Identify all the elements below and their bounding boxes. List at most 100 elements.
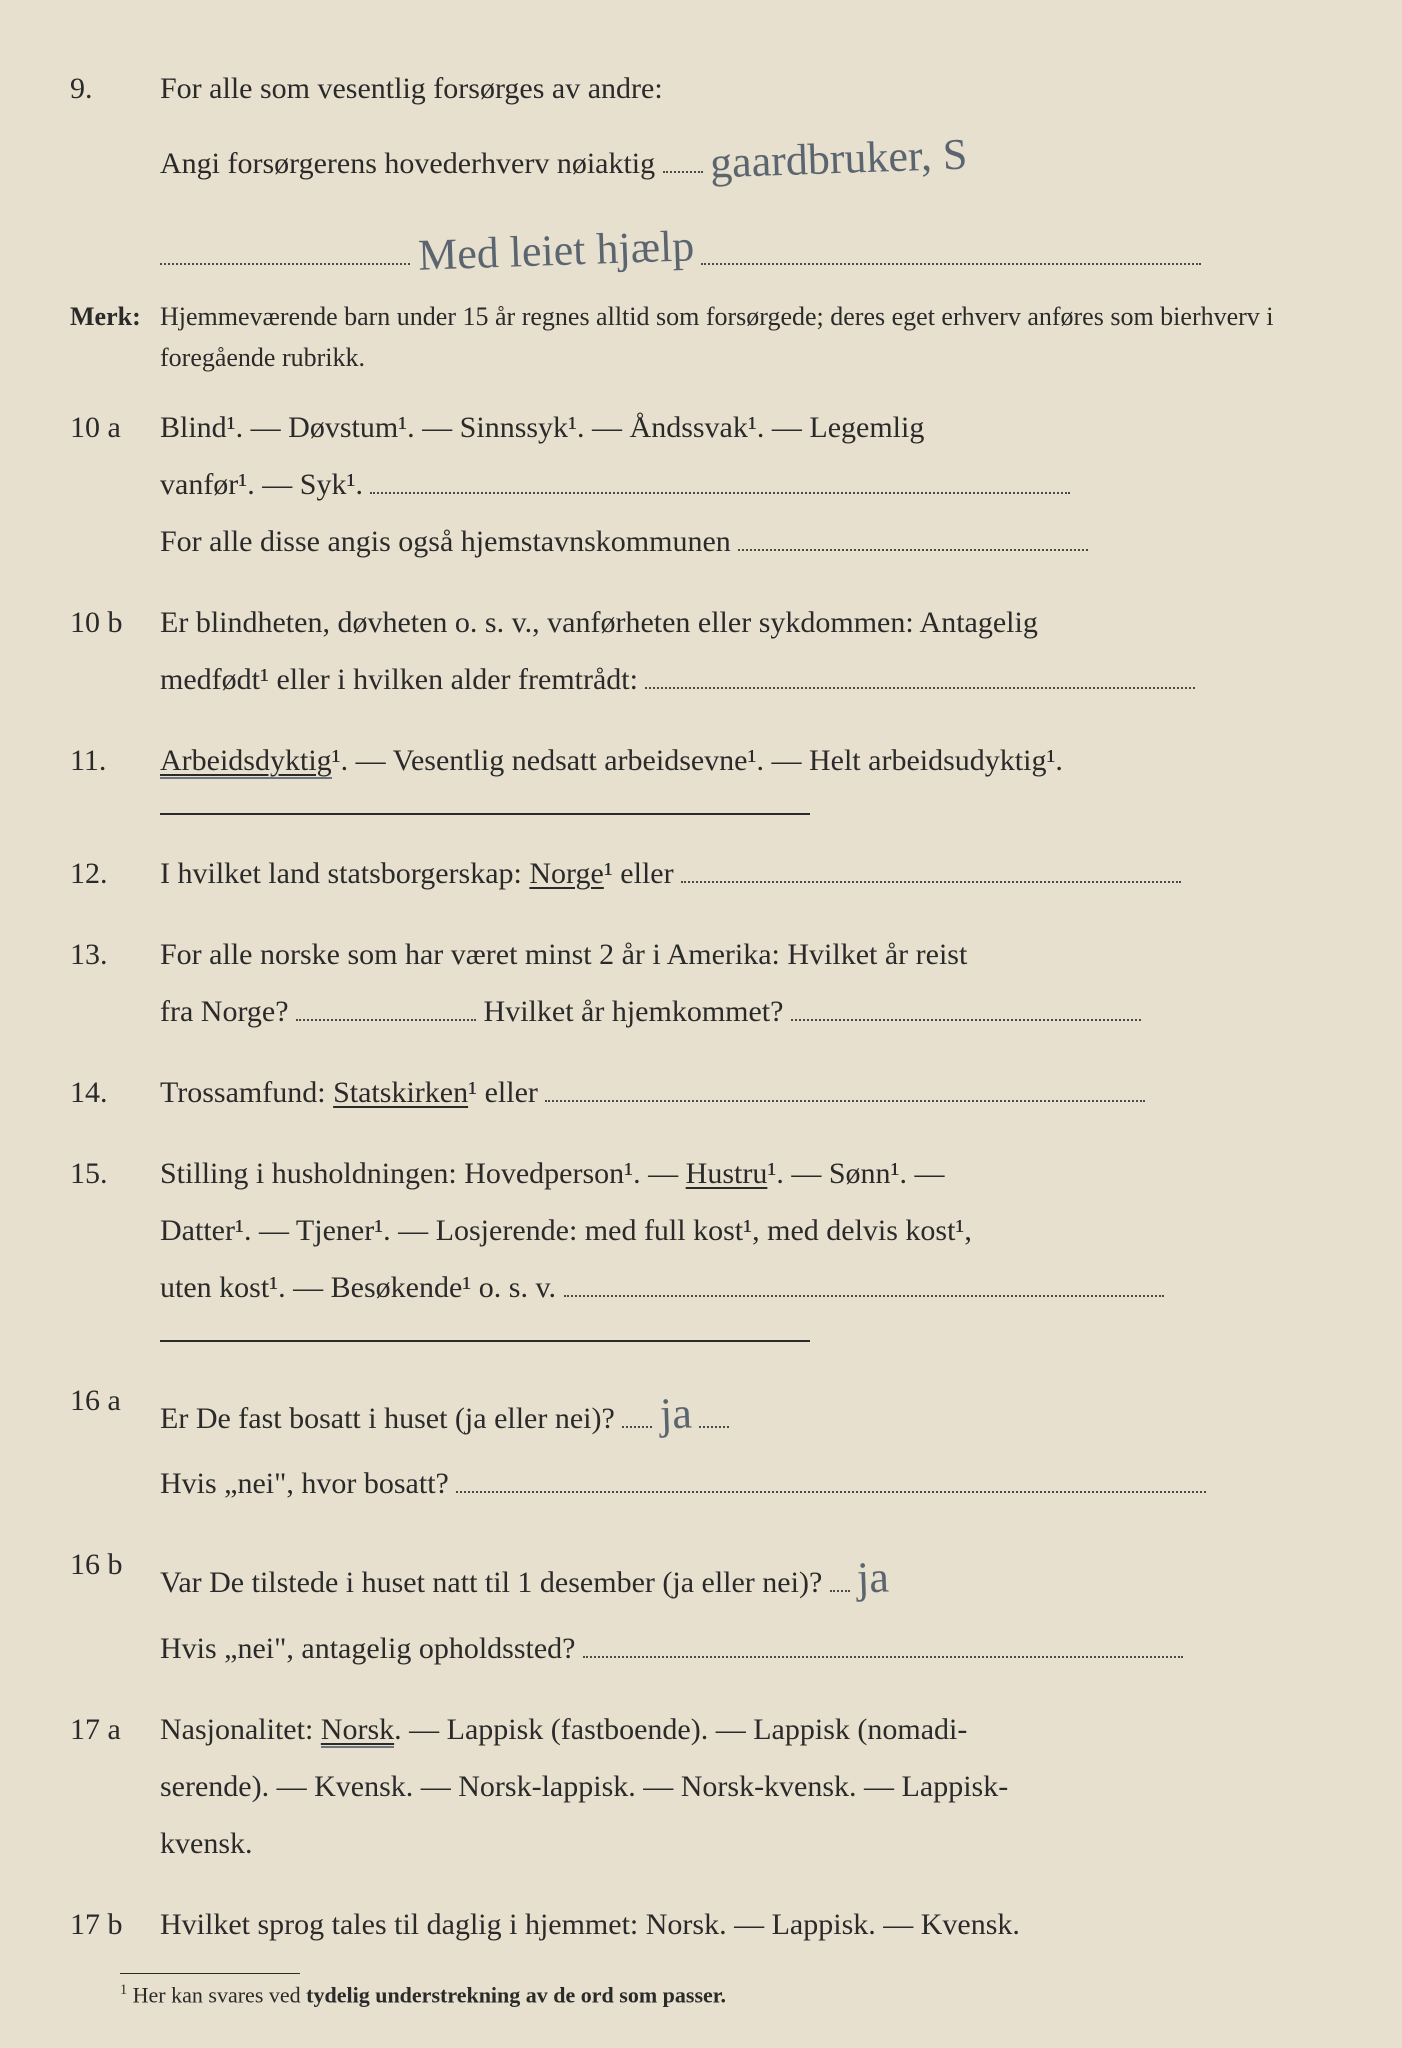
text: Var De tilstede i huset natt til 1 desem… <box>160 1566 822 1599</box>
footnote-text-bold: tydelig understrekning av de ord som pas… <box>306 1982 726 2007</box>
q16a-line1: Er De fast bosatt i huset (ja eller nei)… <box>160 1372 1352 1456</box>
text: medfødt¹ eller i hvilken alder fremtrådt… <box>160 663 638 696</box>
dotted-line <box>830 1590 850 1592</box>
dotted-line <box>663 171 703 173</box>
question-content: Blind¹. — Døvstum¹. — Sinnssyk¹. — Åndss… <box>160 399 1352 570</box>
merk-content: Hjemmeværende barn under 15 år regnes al… <box>160 296 1352 379</box>
question-12: 12. I hvilket land statsborgerskap: Norg… <box>70 845 1352 902</box>
question-10a: 10 a Blind¹. — Døvstum¹. — Sinnssyk¹. — … <box>70 399 1352 570</box>
footnote: 1 Her kan svares ved tydelig understrekn… <box>120 1973 726 2008</box>
question-number: 16 b <box>70 1536 160 1677</box>
dotted-line <box>681 881 1181 883</box>
q13-line2: fra Norge? Hvilket år hjemkommet? <box>160 983 1352 1040</box>
question-content: Er De fast bosatt i huset (ja eller nei)… <box>160 1372 1352 1513</box>
question-number: 13. <box>70 926 160 1040</box>
text: Trossamfund: <box>160 1076 333 1109</box>
underlined-option: Statskirken <box>333 1076 468 1109</box>
q10a-line2: vanfør¹. — Syk¹. <box>160 456 1352 513</box>
q16b-line2: Hvis „nei", antagelig opholdssted? <box>160 1620 1352 1677</box>
merk-note: Merk: Hjemmeværende barn under 15 år reg… <box>70 296 1352 379</box>
text: vanfør¹. — Syk¹. <box>160 468 363 501</box>
question-content: Er blindheten, døvheten o. s. v., vanfør… <box>160 594 1352 708</box>
question-17b: 17 b Hvilket sprog tales til daglig i hj… <box>70 1896 1352 1953</box>
text: Hvilket år hjemkommet? <box>484 995 784 1028</box>
question-number: 17 a <box>70 1701 160 1872</box>
underlined-option: Hustru <box>686 1157 768 1190</box>
q13-line1: For alle norske som har været minst 2 år… <box>160 926 1352 983</box>
footnote-rule <box>120 1973 300 1974</box>
question-number: 16 a <box>70 1372 160 1513</box>
q15-line1: Stilling i husholdningen: Hovedperson¹. … <box>160 1145 1352 1202</box>
text: I hvilket land statsborgerskap: <box>160 857 529 890</box>
question-content: Arbeidsdyktig¹. — Vesentlig nedsatt arbe… <box>160 732 1352 789</box>
question-16b: 16 b Var De tilstede i huset natt til 1 … <box>70 1536 1352 1677</box>
question-9: 9. For alle som vesentlig forsørges av a… <box>70 60 1352 201</box>
q9-line2: Angi forsørgerens hovederhverv nøiaktig … <box>160 117 1352 201</box>
question-content: I hvilket land statsborgerskap: Norge¹ e… <box>160 845 1352 902</box>
text: Nasjonalitet: <box>160 1713 321 1746</box>
q17a-line3: kvensk. <box>160 1815 1352 1872</box>
q9-line1: For alle som vesentlig forsørges av andr… <box>160 60 1352 117</box>
dotted-line <box>645 687 1195 689</box>
dotted-line <box>622 1426 652 1428</box>
q9-label: Angi forsørgerens hovederhverv nøiaktig <box>160 147 655 180</box>
question-content: Nasjonalitet: Norsk. — Lappisk (fastboen… <box>160 1701 1352 1872</box>
text: ¹. — Sønn¹. — <box>767 1157 944 1190</box>
question-14: 14. Trossamfund: Statskirken¹ eller <box>70 1064 1352 1121</box>
q17a-line2: serende). — Kvensk. — Norsk-lappisk. — N… <box>160 1758 1352 1815</box>
q17a-line1: Nasjonalitet: Norsk. — Lappisk (fastboen… <box>160 1701 1352 1758</box>
question-number: 12. <box>70 845 160 902</box>
underlined-option: Norsk <box>321 1713 394 1748</box>
q16b-line1: Var De tilstede i huset natt til 1 desem… <box>160 1536 1352 1620</box>
text: ¹ eller <box>468 1076 545 1109</box>
q9-continuation: Med leiet hjælp <box>160 225 1352 276</box>
text: uten kost¹. — Besøkende¹ o. s. v. <box>160 1271 564 1304</box>
underlined-option: Norge <box>529 857 603 890</box>
handwritten-answer: ja <box>856 1536 891 1621</box>
dotted-line <box>701 263 1201 265</box>
question-16a: 16 a Er De fast bosatt i huset (ja eller… <box>70 1372 1352 1513</box>
question-13: 13. For alle norske som har været minst … <box>70 926 1352 1040</box>
dotted-line <box>564 1295 1164 1297</box>
question-number: 9. <box>70 60 160 201</box>
question-content: Stilling i husholdningen: Hovedperson¹. … <box>160 1145 1352 1316</box>
text: Hvis „nei", hvor bosatt? <box>160 1467 449 1500</box>
question-number: 17 b <box>70 1896 160 1953</box>
question-number: 10 a <box>70 399 160 570</box>
text: Er De fast bosatt i huset (ja eller nei)… <box>160 1402 615 1435</box>
q15-line3: uten kost¹. — Besøkende¹ o. s. v. <box>160 1259 1352 1316</box>
dotted-line <box>699 1426 729 1428</box>
dotted-line <box>296 1019 476 1021</box>
question-content: For alle som vesentlig forsørges av andr… <box>160 60 1352 201</box>
q10b-line2: medfødt¹ eller i hvilken alder fremtrådt… <box>160 651 1352 708</box>
dotted-line <box>545 1100 1145 1102</box>
dotted-line <box>160 263 410 265</box>
question-number: 10 b <box>70 594 160 708</box>
footnote-number: 1 <box>120 1982 127 1998</box>
question-number: 15. <box>70 1145 160 1316</box>
q10a-line1: Blind¹. — Døvstum¹. — Sinnssyk¹. — Åndss… <box>160 399 1352 456</box>
question-number: 11. <box>70 732 160 789</box>
q16a-line2: Hvis „nei", hvor bosatt? <box>160 1455 1352 1512</box>
text: For alle disse angis også hjemstavnskomm… <box>160 525 731 558</box>
question-number: 14. <box>70 1064 160 1121</box>
dotted-line <box>583 1656 1183 1658</box>
merk-label: Merk: <box>70 296 160 379</box>
question-10b: 10 b Er blindheten, døvheten o. s. v., v… <box>70 594 1352 708</box>
handwritten-answer-1: gaardbruker, S <box>709 113 969 206</box>
text: ¹ eller <box>604 857 674 890</box>
question-17a: 17 a Nasjonalitet: Norsk. — Lappisk (fas… <box>70 1701 1352 1872</box>
text: ¹. — Vesentlig nedsatt arbeidsevne¹. — H… <box>332 744 1063 777</box>
handwritten-answer: ja <box>658 1371 693 1456</box>
q10a-line3: For alle disse angis også hjemstavnskomm… <box>160 513 1352 570</box>
question-content: Var De tilstede i huset natt til 1 desem… <box>160 1536 1352 1677</box>
question-content: For alle norske som har været minst 2 år… <box>160 926 1352 1040</box>
text: Hvis „nei", antagelig opholdssted? <box>160 1632 576 1665</box>
dotted-line <box>370 492 1070 494</box>
footnote-text-pre: Her kan svares ved <box>133 1982 307 2007</box>
underlined-option: Arbeidsdyktig <box>160 744 332 779</box>
q10b-line1: Er blindheten, døvheten o. s. v., vanfør… <box>160 594 1352 651</box>
q15-line2: Datter¹. — Tjener¹. — Losjerende: med fu… <box>160 1202 1352 1259</box>
dotted-line <box>791 1019 1141 1021</box>
question-content: Hvilket sprog tales til daglig i hjemmet… <box>160 1896 1352 1953</box>
